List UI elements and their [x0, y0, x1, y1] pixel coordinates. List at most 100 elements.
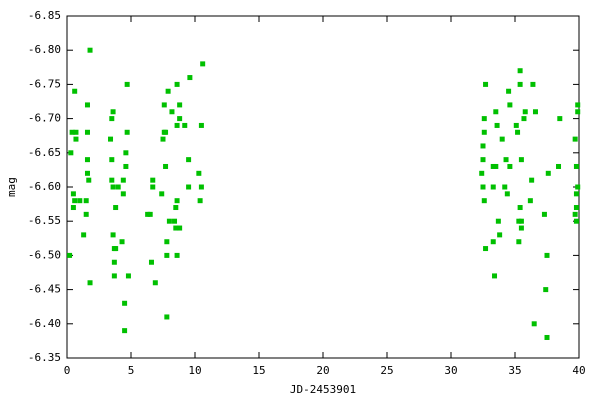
point [480, 143, 486, 149]
point [198, 122, 204, 128]
point [186, 157, 192, 163]
point [575, 109, 581, 115]
point [490, 239, 496, 245]
point [119, 239, 125, 245]
point [186, 184, 192, 190]
point [147, 211, 153, 217]
point [532, 109, 538, 115]
point [122, 328, 128, 334]
y-tick-label: -6.40 [28, 317, 61, 330]
point [517, 68, 523, 74]
point [518, 157, 524, 163]
point [83, 211, 89, 217]
y-tick-label: -6.70 [28, 112, 61, 125]
x-axis-label: JD-2453901 [290, 383, 356, 396]
point [73, 129, 79, 135]
point [556, 163, 562, 169]
x-tick-label: 35 [508, 364, 521, 377]
point [506, 88, 512, 94]
point [115, 184, 121, 190]
point [70, 191, 76, 197]
x-tick-label: 5 [128, 364, 135, 377]
point [531, 321, 537, 327]
point [87, 280, 93, 286]
point [497, 232, 503, 238]
point [81, 232, 87, 238]
point [479, 170, 485, 176]
x-tick-label: 0 [64, 364, 71, 377]
point [84, 102, 90, 108]
point [182, 122, 188, 128]
y-tick-label: -6.50 [28, 248, 61, 261]
point [481, 198, 487, 204]
point [84, 170, 90, 176]
point [492, 273, 498, 279]
y-tick-label: -6.75 [28, 77, 61, 90]
y-tick-label: -6.60 [28, 180, 61, 193]
point [160, 136, 166, 142]
point [518, 218, 524, 224]
point [557, 116, 563, 122]
point [197, 198, 203, 204]
point [200, 61, 206, 67]
point [490, 184, 496, 190]
point [159, 191, 165, 197]
x-tick-label: 30 [444, 364, 457, 377]
y-tick-label: -6.45 [28, 283, 61, 296]
point [111, 273, 117, 279]
point [163, 129, 169, 135]
point [77, 198, 83, 204]
point [108, 136, 114, 142]
point [573, 218, 579, 224]
point [481, 116, 487, 122]
point [109, 116, 115, 122]
point [113, 246, 119, 252]
point [87, 47, 93, 53]
point [507, 163, 513, 169]
point [161, 102, 167, 108]
point [113, 205, 119, 211]
point [529, 177, 535, 183]
point [123, 150, 129, 156]
point [573, 163, 579, 169]
point [174, 81, 180, 87]
point [187, 75, 193, 81]
point [174, 122, 180, 128]
point [572, 136, 578, 142]
point [517, 81, 523, 87]
x-tick-label: 10 [188, 364, 201, 377]
point [72, 198, 78, 204]
y-tick-label: -6.85 [28, 9, 61, 22]
point [174, 198, 180, 204]
point [518, 225, 524, 231]
point [177, 225, 183, 231]
y-tick-label: -6.65 [28, 146, 61, 159]
point [166, 218, 172, 224]
point [522, 109, 528, 115]
point [122, 300, 128, 306]
point [507, 102, 513, 108]
point [493, 109, 499, 115]
point [84, 129, 90, 135]
x-tick-label: 20 [316, 364, 329, 377]
point [165, 88, 171, 94]
point [483, 246, 489, 252]
point [480, 184, 486, 190]
point [148, 259, 154, 265]
point [124, 129, 130, 135]
point [502, 184, 508, 190]
point [573, 205, 579, 211]
point [480, 157, 486, 163]
point [69, 129, 75, 135]
point [177, 102, 183, 108]
point [70, 205, 76, 211]
point [67, 252, 73, 258]
point [517, 205, 523, 211]
point [573, 191, 579, 197]
point [494, 122, 500, 128]
point [172, 218, 178, 224]
point [120, 191, 126, 197]
point [150, 177, 156, 183]
point [125, 273, 131, 279]
point [123, 163, 129, 169]
